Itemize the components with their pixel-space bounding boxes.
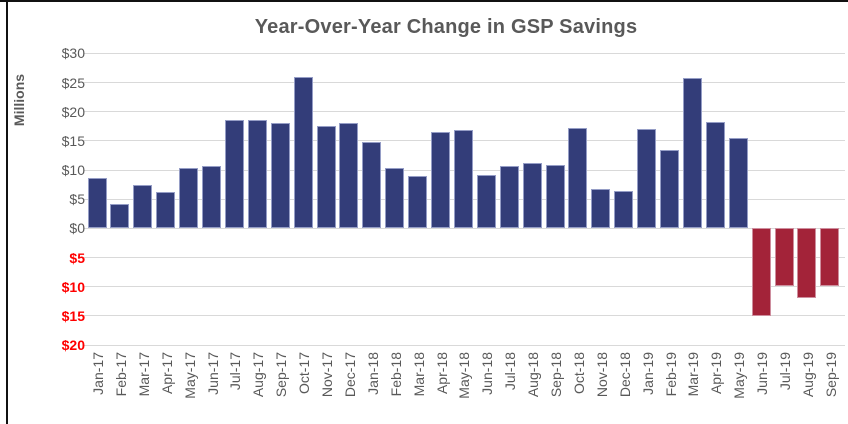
x-tick-label: Jul-19 (777, 352, 793, 391)
y-tick-label: $15 (61, 132, 85, 149)
y-tick-label: $0 (69, 220, 85, 237)
x-tick-label: Mar-17 (135, 352, 152, 397)
bar-Jan-18 (362, 141, 382, 229)
chart-title: Year-Over-Year Change in GSP Savings (254, 16, 638, 38)
bar-Feb-17 (110, 203, 130, 229)
x-tick-label: Oct-17 (296, 352, 313, 395)
x-tick-label: Aug-19 (799, 352, 816, 398)
bar-Jan-19 (637, 129, 657, 229)
bar-Jun-19 (751, 228, 771, 316)
bar-Oct-17 (293, 76, 313, 229)
bar-Mar-18 (408, 175, 428, 229)
bar-Sep-17 (270, 122, 290, 229)
x-tick-label: May-18 (456, 352, 473, 399)
bar-Nov-18 (591, 189, 611, 229)
x-tick-label: Dec-17 (341, 352, 358, 398)
x-tick-label: Sep-18 (548, 352, 564, 398)
bar-Sep-18 (545, 164, 565, 229)
bar-Apr-19 (705, 121, 725, 229)
bar-Jun-17 (202, 166, 221, 229)
x-tick-label: Apr-18 (433, 352, 450, 395)
frame-left-line (6, 0, 8, 424)
bar-Apr-18 (431, 131, 450, 229)
bar-Jan-17 (87, 177, 107, 229)
bar-May-19 (728, 138, 748, 229)
x-tick-label: Feb-18 (387, 352, 404, 397)
y-tick-label: $25 (61, 74, 85, 91)
x-tick-label: Jul-18 (502, 352, 519, 391)
x-tick-label: May-17 (181, 352, 198, 399)
bar-Oct-18 (568, 128, 588, 229)
y-tick-label: $20 (61, 103, 85, 120)
x-tick-label: Nov-18 (593, 352, 610, 398)
bar-Jul-17 (224, 119, 244, 229)
bar-Feb-18 (385, 168, 405, 229)
bar-May-18 (453, 129, 473, 229)
x-tick-label: Sep-19 (822, 352, 839, 398)
bar-Dec-18 (614, 191, 634, 229)
x-tick-label: Feb-17 (112, 352, 129, 397)
bar-Jul-19 (774, 228, 794, 287)
bar-May-17 (179, 168, 199, 229)
x-tick-label: Nov-17 (319, 352, 335, 398)
bar-Apr-17 (156, 192, 176, 229)
gridline (84, 227, 845, 229)
x-tick-label: Apr-19 (708, 352, 725, 395)
bar-Aug-19 (797, 228, 817, 298)
y-tick-label: $10 (61, 162, 85, 179)
x-tick-label: Mar-19 (685, 352, 702, 397)
bar-Sep-19 (820, 228, 840, 286)
x-tick-label: Mar-18 (410, 352, 427, 397)
y-tick-label: $5 (69, 249, 85, 266)
x-tick-label: Jul-17 (227, 352, 244, 391)
x-tick-label: Jan-17 (90, 352, 106, 395)
gridline (84, 344, 845, 346)
bar-Dec-17 (339, 122, 359, 229)
x-tick-label: Sep-17 (273, 352, 290, 398)
bar-Feb-19 (660, 149, 679, 229)
bar-Nov-17 (316, 126, 336, 229)
x-tick-label: May-19 (731, 352, 748, 399)
gridline (84, 315, 845, 317)
gridline (84, 257, 845, 259)
y-tick-label: $10 (61, 278, 85, 295)
y-tick-label: $20 (61, 337, 85, 354)
y-tick-label: $5 (69, 191, 85, 208)
y-tick-label: $15 (61, 307, 85, 324)
bar-Aug-18 (522, 162, 542, 229)
y-tick-label: $30 (61, 45, 85, 62)
frame-top-line (0, 0, 848, 2)
gridline (84, 52, 845, 54)
gridline (84, 111, 845, 113)
bar-Jun-18 (476, 174, 496, 229)
gridline (84, 82, 845, 84)
gridline (84, 286, 845, 288)
bar-Aug-17 (247, 119, 267, 229)
x-tick-label: Jun-17 (204, 352, 221, 395)
bar-Mar-19 (682, 77, 702, 229)
x-tick-label: Aug-18 (525, 352, 542, 398)
bar-Jul-18 (499, 166, 519, 229)
x-tick-label: Jan-18 (364, 352, 381, 395)
x-tick-label: Dec-18 (616, 352, 633, 398)
x-tick-label: Apr-17 (158, 352, 175, 395)
x-tick-label: Jun-18 (479, 352, 496, 395)
x-tick-label: Feb-19 (662, 352, 679, 397)
x-tick-label: Oct-18 (570, 352, 587, 395)
x-tick-label: Jun-19 (754, 352, 771, 395)
x-tick-label: Aug-17 (250, 352, 267, 398)
x-tick-label: Jan-19 (639, 352, 656, 395)
bar-Mar-17 (133, 185, 153, 229)
